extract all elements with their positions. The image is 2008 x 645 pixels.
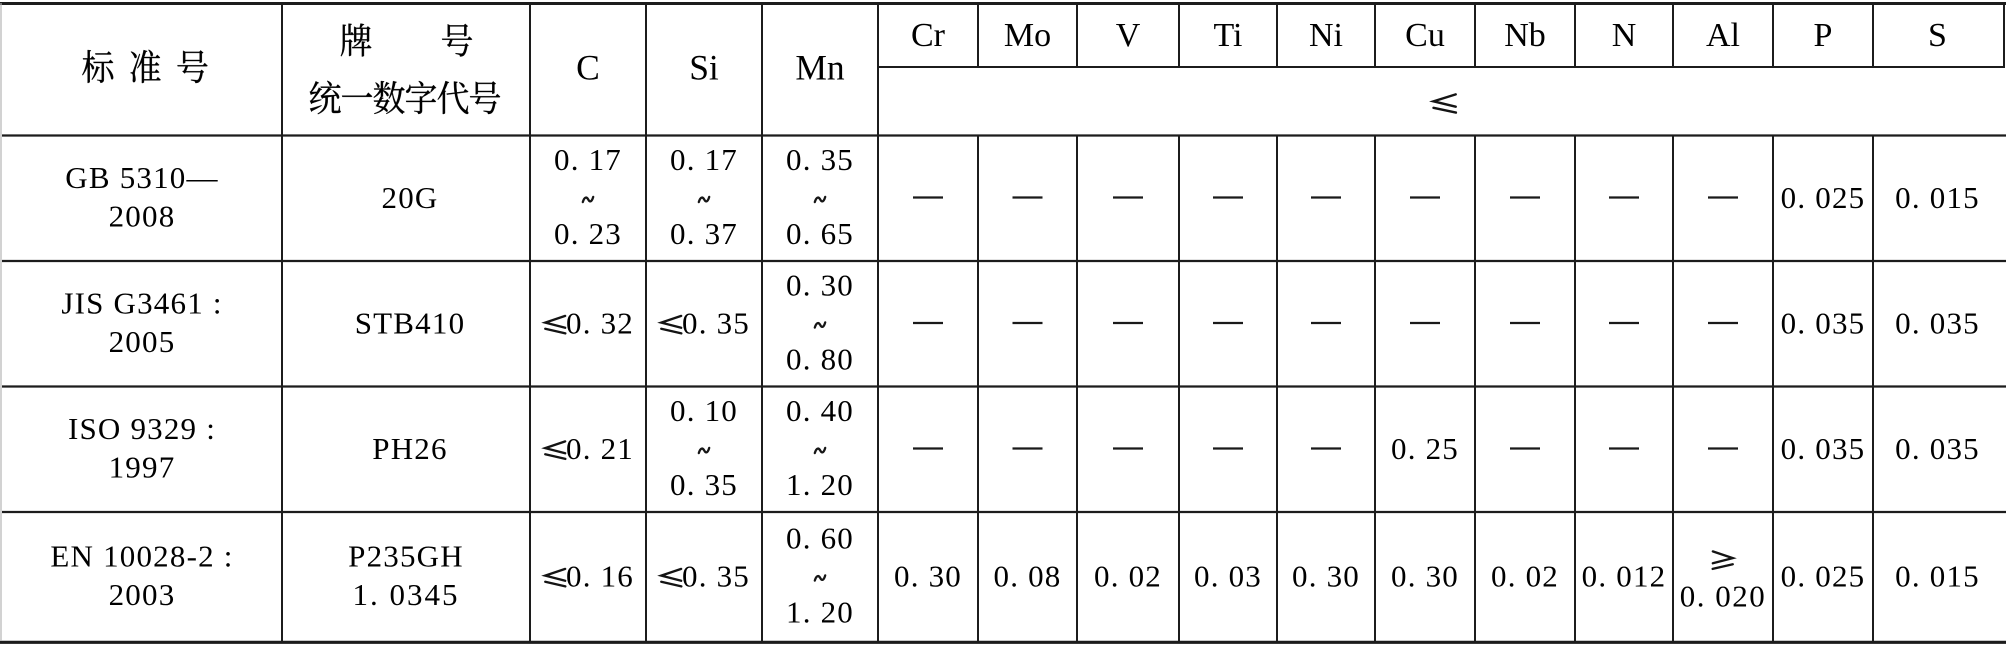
svg-text:JIS G3461 :: JIS G3461 : bbox=[61, 286, 222, 321]
svg-text:0. 035: 0. 035 bbox=[1781, 306, 1866, 341]
svg-text:0. 37: 0. 37 bbox=[670, 216, 738, 251]
svg-text:0. 32: 0. 32 bbox=[566, 306, 634, 341]
svg-text:0. 65: 0. 65 bbox=[786, 216, 854, 251]
svg-text:1. 20: 1. 20 bbox=[786, 595, 854, 630]
svg-text:0. 03: 0. 03 bbox=[1194, 559, 1262, 594]
svg-text:Ti: Ti bbox=[1213, 17, 1242, 54]
svg-text:0. 02: 0. 02 bbox=[1491, 559, 1559, 594]
svg-text:0. 25: 0. 25 bbox=[1391, 431, 1459, 466]
svg-text:Ni: Ni bbox=[1309, 17, 1343, 54]
svg-text:0. 30: 0. 30 bbox=[786, 268, 854, 303]
svg-text:0. 60: 0. 60 bbox=[786, 521, 854, 556]
svg-text:0. 35: 0. 35 bbox=[786, 142, 854, 177]
svg-text:0. 23: 0. 23 bbox=[554, 216, 622, 251]
svg-text:EN 10028-2 :: EN 10028-2 : bbox=[50, 539, 233, 574]
svg-text:0. 08: 0. 08 bbox=[994, 559, 1062, 594]
svg-text:1997: 1997 bbox=[109, 450, 176, 485]
svg-text:Cr: Cr bbox=[911, 17, 946, 54]
svg-text:Cu: Cu bbox=[1405, 17, 1445, 54]
svg-text:0. 30: 0. 30 bbox=[1391, 559, 1459, 594]
svg-text:0. 02: 0. 02 bbox=[1094, 559, 1162, 594]
svg-text:STB410: STB410 bbox=[355, 306, 466, 341]
svg-text:V: V bbox=[1116, 17, 1141, 54]
svg-text:Mo: Mo bbox=[1004, 17, 1051, 54]
svg-text:C: C bbox=[576, 47, 600, 87]
svg-text:ISO 9329 :: ISO 9329 : bbox=[68, 411, 216, 446]
svg-text:0. 015: 0. 015 bbox=[1895, 559, 1980, 594]
svg-text:0. 16: 0. 16 bbox=[566, 559, 634, 594]
svg-text:2008: 2008 bbox=[109, 199, 176, 234]
svg-text:0. 035: 0. 035 bbox=[1781, 431, 1866, 466]
svg-text:0. 025: 0. 025 bbox=[1781, 559, 1866, 594]
svg-text:0. 30: 0. 30 bbox=[1292, 559, 1360, 594]
svg-text:0. 020: 0. 020 bbox=[1680, 579, 1767, 614]
svg-text:0. 015: 0. 015 bbox=[1895, 180, 1980, 215]
svg-text:0. 21: 0. 21 bbox=[566, 431, 634, 466]
svg-text:1. 0345: 1. 0345 bbox=[353, 577, 460, 612]
svg-text:GB 5310—: GB 5310— bbox=[65, 160, 218, 195]
svg-text:0. 40: 0. 40 bbox=[786, 393, 854, 428]
svg-text:0. 35: 0. 35 bbox=[670, 467, 738, 502]
svg-text:PH26: PH26 bbox=[372, 431, 447, 466]
svg-text:0. 17: 0. 17 bbox=[554, 142, 622, 177]
svg-text:2003: 2003 bbox=[109, 577, 176, 612]
svg-text:0. 30: 0. 30 bbox=[894, 559, 962, 594]
svg-text:20G: 20G bbox=[382, 180, 439, 215]
svg-text:Si: Si bbox=[689, 47, 719, 87]
svg-text:0. 035: 0. 035 bbox=[1895, 306, 1980, 341]
svg-text:P235GH: P235GH bbox=[348, 539, 464, 574]
svg-text:Mn: Mn bbox=[795, 47, 845, 87]
svg-text:N: N bbox=[1612, 17, 1637, 54]
svg-text:Nb: Nb bbox=[1504, 17, 1546, 54]
svg-text:0. 80: 0. 80 bbox=[786, 342, 854, 377]
svg-text:1. 20: 1. 20 bbox=[786, 467, 854, 502]
svg-text:Al: Al bbox=[1706, 17, 1740, 54]
svg-text:0. 012: 0. 012 bbox=[1582, 559, 1667, 594]
svg-text:0. 10: 0. 10 bbox=[670, 393, 738, 428]
svg-text:2005: 2005 bbox=[109, 324, 176, 359]
svg-text:0. 025: 0. 025 bbox=[1781, 180, 1866, 215]
svg-text:0. 035: 0. 035 bbox=[1895, 431, 1980, 466]
svg-text:0. 35: 0. 35 bbox=[682, 559, 750, 594]
svg-text:0. 35: 0. 35 bbox=[682, 306, 750, 341]
svg-text:P: P bbox=[1814, 17, 1833, 54]
svg-text:0. 17: 0. 17 bbox=[670, 142, 738, 177]
svg-text:S: S bbox=[1928, 17, 1947, 54]
